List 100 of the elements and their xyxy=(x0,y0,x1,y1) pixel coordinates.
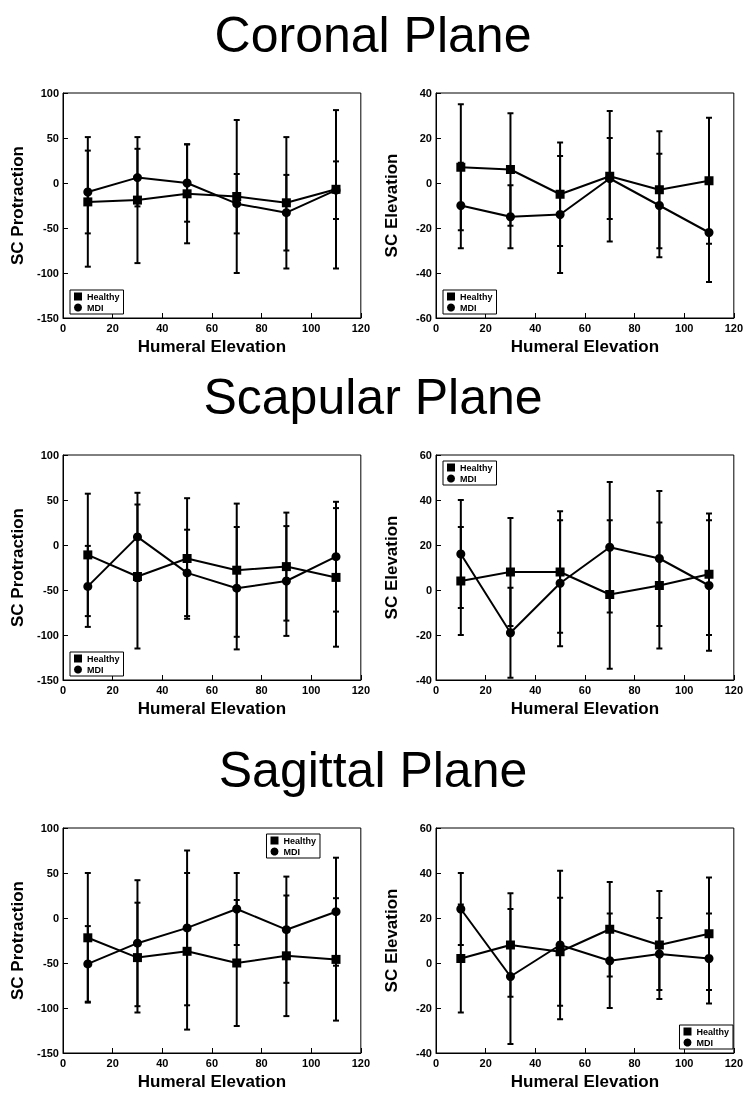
point xyxy=(505,165,515,174)
y-tick-label: 40 xyxy=(419,494,432,506)
y-tick-label: -20 xyxy=(416,629,432,641)
point xyxy=(83,933,93,943)
x-tick-label: 20 xyxy=(106,321,119,334)
legend-label: MDI xyxy=(283,846,300,857)
x-tick-label: 100 xyxy=(302,1056,321,1069)
y-tick-label: -100 xyxy=(36,267,59,279)
point xyxy=(555,578,565,588)
point xyxy=(654,940,664,950)
legend-label: MDI xyxy=(460,473,477,484)
y-tick-label: 50 xyxy=(46,494,59,506)
y-tick-label: 0 xyxy=(425,177,432,189)
y-axis-title: SC Elevation xyxy=(382,888,401,993)
point xyxy=(232,904,242,914)
y-tick-label: -40 xyxy=(416,1047,432,1059)
x-tick-label: 100 xyxy=(675,683,694,696)
y-tick-label: -60 xyxy=(416,312,432,324)
point xyxy=(456,576,466,586)
x-tick-label: 40 xyxy=(529,321,542,334)
point xyxy=(132,938,142,948)
point xyxy=(605,956,615,966)
x-tick-label: 100 xyxy=(302,321,321,334)
legend-label: MDI xyxy=(87,664,104,675)
y-tick-label: 50 xyxy=(46,132,59,144)
x-tick-label: 120 xyxy=(351,321,370,334)
x-tick-label: 120 xyxy=(351,683,370,696)
x-tick-label: 60 xyxy=(205,1056,219,1069)
point xyxy=(281,198,291,208)
point xyxy=(555,567,565,577)
legend-label: Healthy xyxy=(460,291,493,302)
point xyxy=(654,949,664,959)
point xyxy=(83,197,93,207)
point xyxy=(182,568,192,578)
x-tick-label: 20 xyxy=(479,683,492,696)
point xyxy=(555,189,565,199)
point xyxy=(654,581,664,590)
y-axis-title: SC Protraction xyxy=(8,880,28,1001)
point xyxy=(281,208,291,218)
x-axis-title: Humeral Elevation xyxy=(510,699,660,718)
point xyxy=(182,946,192,956)
x-tick-label: 60 xyxy=(205,321,219,334)
point xyxy=(654,185,664,195)
y-tick-label: -20 xyxy=(416,222,432,234)
y-tick-label: 0 xyxy=(425,957,432,969)
chart-title: Sagittal Plane xyxy=(217,741,529,800)
point xyxy=(83,187,93,197)
point xyxy=(456,549,466,559)
x-tick-label: 40 xyxy=(529,1056,542,1069)
point xyxy=(456,201,466,210)
point xyxy=(704,176,714,186)
chart-title: Coronal Plane xyxy=(213,6,533,65)
point xyxy=(605,542,615,552)
x-axis-title: Humeral Elevation xyxy=(137,1072,287,1091)
point xyxy=(132,532,142,542)
y-tick-label: 40 xyxy=(419,87,432,99)
point xyxy=(456,954,466,963)
x-axis-title: Humeral Elevation xyxy=(137,337,287,356)
y-tick-label: 100 xyxy=(40,449,59,461)
y-tick-label: 60 xyxy=(419,822,432,834)
legend-label: MDI xyxy=(87,302,104,313)
point xyxy=(704,581,714,590)
x-tick-label: 40 xyxy=(156,321,169,334)
x-tick-label: 60 xyxy=(205,683,219,696)
y-axis-title: SC Protraction xyxy=(8,145,28,266)
y-tick-label: -40 xyxy=(416,267,432,279)
y-tick-label: -50 xyxy=(43,584,59,596)
y-tick-label: -40 xyxy=(416,674,432,686)
point xyxy=(132,173,142,183)
x-axis-title: Humeral Elevation xyxy=(510,1072,660,1091)
point xyxy=(331,552,341,562)
point xyxy=(331,907,341,917)
point xyxy=(654,554,664,563)
legend-label: Healthy xyxy=(460,462,493,473)
y-tick-label: -150 xyxy=(36,674,59,686)
point xyxy=(505,940,515,950)
x-tick-label: 100 xyxy=(675,321,694,334)
legend-label: Healthy xyxy=(87,653,120,664)
point xyxy=(182,923,192,933)
y-tick-label: 0 xyxy=(52,912,59,924)
point xyxy=(281,562,291,572)
x-tick-label: 80 xyxy=(255,1056,268,1069)
point xyxy=(83,550,93,560)
y-tick-label: 0 xyxy=(52,177,59,189)
x-tick-label: 20 xyxy=(106,683,119,696)
x-tick-label: 40 xyxy=(156,1056,169,1069)
x-tick-label: 60 xyxy=(578,1056,592,1069)
point xyxy=(281,925,291,935)
y-tick-label: 100 xyxy=(40,822,59,834)
y-tick-label: 20 xyxy=(419,539,432,551)
legend-label: Healthy xyxy=(283,835,316,846)
y-tick-label: 40 xyxy=(419,867,432,879)
point xyxy=(555,210,565,219)
y-tick-label: 0 xyxy=(425,584,432,596)
x-tick-label: 20 xyxy=(479,321,492,334)
point xyxy=(182,189,192,199)
y-tick-label: -20 xyxy=(416,1002,432,1014)
point xyxy=(232,565,242,575)
x-tick-label: 80 xyxy=(255,321,268,334)
point xyxy=(704,954,714,963)
